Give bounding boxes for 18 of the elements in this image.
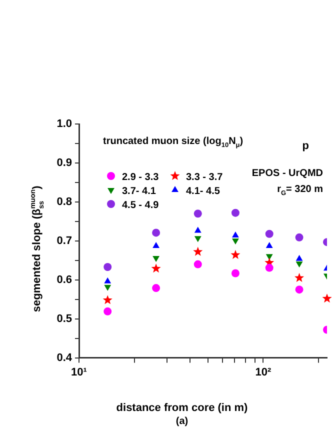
- y-tick-label: 0.9: [56, 157, 72, 169]
- y-tick-label: 0.6: [56, 274, 72, 286]
- y-tick-label: 0.4: [56, 352, 73, 364]
- annotation: EPOS - UrQMD: [252, 168, 324, 179]
- y-tick-label: 0.7: [56, 234, 72, 247]
- x-axis-title: distance from core (in m): [116, 402, 248, 414]
- legend-label: 4.5 - 4.9: [122, 200, 160, 211]
- legend-label: 3.7- 4.1: [122, 186, 156, 197]
- y-tick-label: 0.8: [56, 196, 72, 208]
- y-tick-label: 1.0: [56, 118, 72, 130]
- text: (a): [176, 416, 188, 427]
- y-tick-label: 0.5: [56, 312, 72, 325]
- legend-label: 3.3 - 3.7: [186, 172, 224, 183]
- x-tick-label: 10²: [255, 366, 272, 378]
- legend-label: 4.1- 4.5: [186, 186, 220, 197]
- legend-label: 2.9 - 3.3: [122, 172, 160, 183]
- annotation: p: [302, 140, 310, 152]
- x-tick-label: 10¹: [71, 366, 88, 378]
